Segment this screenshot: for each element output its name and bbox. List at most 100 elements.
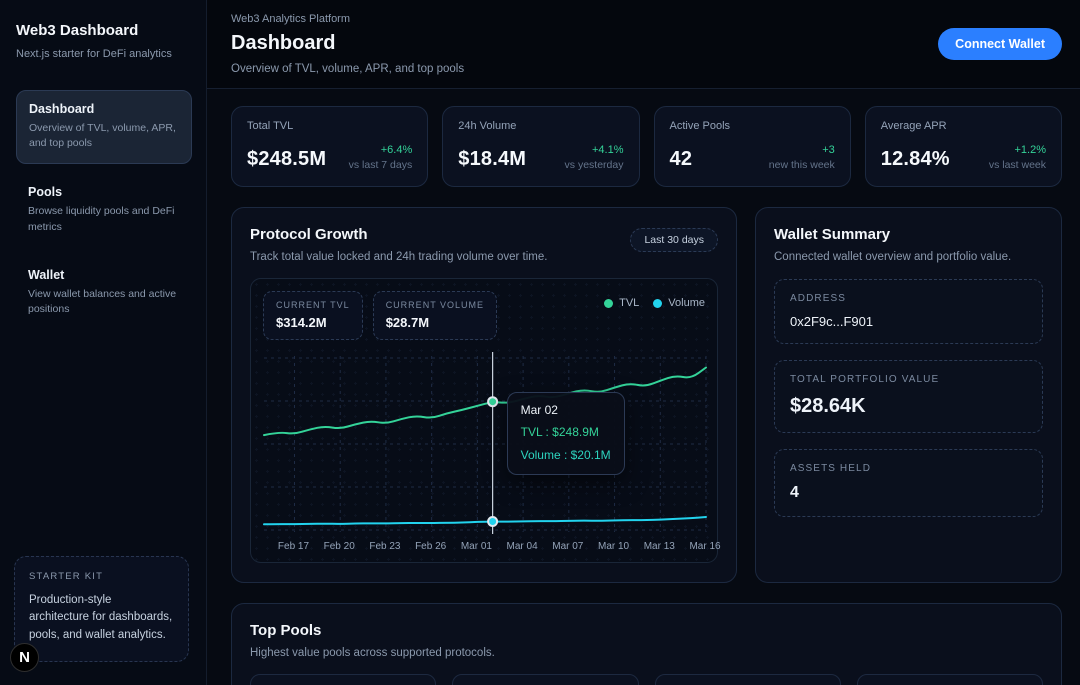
- wallet-subtitle: Connected wallet overview and portfolio …: [774, 251, 1012, 263]
- stats-row: Total TVL $248.5M +6.4% vs last 7 days 2…: [231, 106, 1062, 187]
- top-pools-title: Top Pools: [250, 622, 322, 639]
- chip-label: CURRENT TVL: [276, 300, 350, 310]
- sidebar-item-pools[interactable]: Pools Browse liquidity pools and DeFi me…: [16, 174, 192, 246]
- x-axis-tick: Mar 04: [506, 541, 538, 552]
- stat-label: Total TVL: [247, 120, 294, 132]
- chip-value: $314.2M: [276, 315, 327, 330]
- app-subtitle: Next.js starter for DeFi analytics: [16, 48, 172, 60]
- chart-chips-row: CURRENT TVL $314.2M CURRENT VOLUME $28.7…: [263, 291, 705, 340]
- nav-desc: Browse liquidity pools and DeFi metrics: [28, 205, 175, 233]
- volume-legend-dot-icon: [653, 298, 663, 308]
- x-axis-tick: Feb 23: [369, 541, 401, 552]
- chart-legend: TVL Volume: [604, 297, 705, 309]
- growth-title: Protocol Growth: [250, 226, 368, 243]
- starter-kit-label: STARTER KIT: [29, 570, 104, 582]
- stat-value: $18.4M: [458, 148, 527, 170]
- stat-value: $248.5M: [247, 148, 327, 170]
- nav-label: Pools: [28, 185, 63, 200]
- top-pools-card: Top Pools Highest value pools across sup…: [231, 603, 1062, 685]
- line-chart-plot[interactable]: Mar 02 TVL : $248.9M Volume : $20.1M: [263, 348, 707, 536]
- x-axis-tick: Feb 17: [277, 541, 310, 552]
- wallet-assets-value: 4: [790, 484, 799, 501]
- x-axis-tick: Mar 13: [643, 541, 675, 552]
- top-pools-grid: [250, 674, 1043, 685]
- x-axis-tick: Feb 26: [415, 541, 447, 552]
- stat-delta-note: vs last week: [988, 159, 1046, 171]
- stat-card-total-tvl: Total TVL $248.5M +6.4% vs last 7 days: [231, 106, 429, 187]
- wallet-address-box: ADDRESS 0x2F9c...F901: [774, 279, 1043, 344]
- stat-label: Average APR: [880, 120, 947, 132]
- growth-head-text: Protocol Growth Track total value locked…: [250, 226, 547, 263]
- stat-card-active-pools: Active Pools 42 +3 new this week: [653, 106, 851, 187]
- sidebar-item-wallet[interactable]: Wallet View wallet balances and active p…: [16, 257, 192, 329]
- wallet-summary-card: Wallet Summary Connected wallet overview…: [755, 207, 1062, 583]
- nav-label: Wallet: [28, 267, 65, 282]
- tooltip-date: Mar 02: [520, 403, 558, 417]
- stat-delta: +3: [822, 144, 835, 156]
- stat-delta: +6.4%: [380, 144, 413, 156]
- wallet-portfolio-box: TOTAL PORTFOLIO VALUE $28.64K: [774, 360, 1043, 433]
- tvl-legend-dot-icon: [604, 298, 614, 308]
- pool-card-placeholder: [452, 674, 639, 685]
- stat-value: 42: [669, 148, 693, 170]
- top-pools-subtitle: Highest value pools across supported pro…: [250, 647, 495, 659]
- current-tvl-chip: CURRENT TVL $314.2M: [263, 291, 363, 340]
- content: Total TVL $248.5M +6.4% vs last 7 days 2…: [207, 89, 1080, 685]
- header-text-block: Web3 Analytics Platform Dashboard Overvi…: [231, 13, 464, 75]
- chart-panel: CURRENT TVL $314.2M CURRENT VOLUME $28.7…: [250, 278, 721, 563]
- platform-eyebrow: Web3 Analytics Platform: [231, 13, 351, 25]
- wallet-field-label: ASSETS HELD: [790, 463, 872, 474]
- nav-desc: View wallet balances and active position…: [28, 287, 177, 316]
- connect-wallet-button[interactable]: Connect Wallet: [938, 28, 1062, 60]
- chip-label: CURRENT VOLUME: [385, 300, 485, 310]
- page-subtitle: Overview of TVL, volume, APR, and top po…: [231, 63, 465, 75]
- chip-value: $28.7M: [385, 315, 430, 330]
- stat-delta: +1.2%: [1014, 144, 1047, 156]
- app-title: Web3 Dashboard: [16, 22, 139, 39]
- x-axis-labels: Feb 17 Feb 20 Feb 23 Feb 26 Mar 01 Mar 04 Mar …: [263, 538, 721, 556]
- stat-value: 12.84%: [880, 148, 950, 170]
- stat-label: 24h Volume: [458, 120, 517, 132]
- charts-row: Protocol Growth Track total value locked…: [231, 207, 1062, 583]
- wallet-title: Wallet Summary: [774, 226, 891, 243]
- pool-card-placeholder: [856, 674, 1043, 685]
- top-header: Web3 Analytics Platform Dashboard Overvi…: [207, 0, 1080, 89]
- legend-label: Volume: [668, 297, 705, 309]
- legend-item-tvl: TVL: [604, 297, 639, 309]
- pool-card-placeholder: [250, 674, 437, 685]
- legend-item-volume: Volume: [653, 297, 705, 309]
- legend-label: TVL: [619, 297, 640, 309]
- starter-kit-text: Production-style architecture for dashbo…: [29, 593, 173, 642]
- stat-delta-note: vs yesterday: [564, 159, 624, 171]
- nav-label: Dashboard: [29, 102, 95, 116]
- tooltip-volume: Volume : $20.1M: [520, 448, 611, 462]
- pool-card-placeholder: [654, 674, 841, 685]
- stat-card-24h-volume: 24h Volume $18.4M +4.1% vs yesterday: [442, 106, 640, 187]
- sidebar-item-dashboard[interactable]: Dashboard Overview of TVL, volume, APR, …: [16, 90, 192, 165]
- x-axis-tick: Mar 16: [689, 541, 721, 552]
- main-area: Web3 Analytics Platform Dashboard Overvi…: [207, 0, 1080, 685]
- x-axis-tick: Mar 01: [460, 541, 492, 552]
- x-axis-tick: Feb 20: [323, 541, 355, 552]
- wallet-address-value: 0x2F9c...F901: [790, 314, 874, 329]
- sidebar: Web3 Dashboard Next.js starter for DeFi …: [0, 0, 207, 685]
- starter-kit-box: STARTER KIT Production-style architectur…: [14, 555, 189, 662]
- nextjs-n-icon: N: [19, 649, 30, 666]
- line-chart-svg: [263, 352, 707, 534]
- wallet-assets-box: ASSETS HELD 4: [774, 449, 1043, 517]
- nav-desc: Overview of TVL, volume, APR, and top po…: [29, 122, 176, 150]
- x-axis-tick: Mar 07: [552, 541, 584, 552]
- x-axis-tick: Mar 10: [597, 541, 630, 552]
- stat-label: Active Pools: [669, 120, 731, 132]
- growth-subtitle: Track total value locked and 24h trading…: [250, 251, 548, 263]
- nextjs-logo-badge[interactable]: N: [10, 643, 39, 672]
- stat-delta: +4.1%: [592, 144, 624, 156]
- current-volume-chip: CURRENT VOLUME $28.7M: [372, 291, 498, 340]
- stat-delta-note: new this week: [768, 159, 835, 171]
- stat-delta-note: vs last 7 days: [348, 159, 413, 171]
- tooltip-tvl: TVL : $248.9M: [520, 425, 599, 439]
- page-title: Dashboard: [231, 32, 336, 54]
- wallet-field-label: ADDRESS: [790, 293, 847, 304]
- protocol-growth-card: Protocol Growth Track total value locked…: [231, 207, 737, 583]
